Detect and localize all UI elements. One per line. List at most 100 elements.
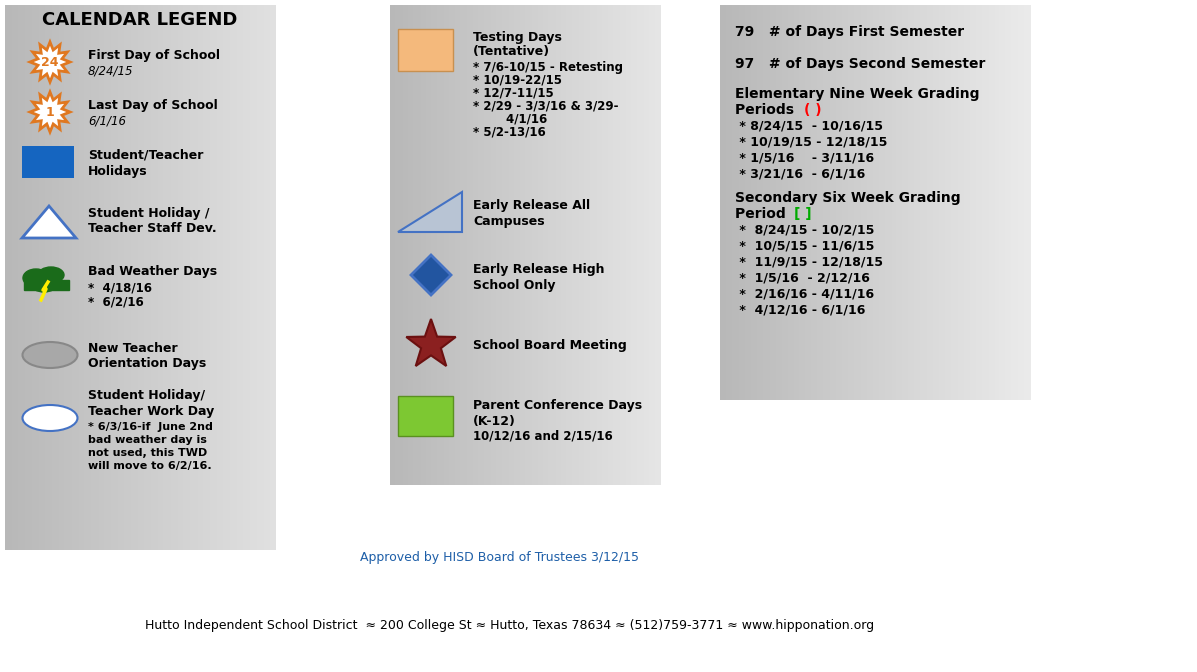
Bar	[59, 5, 62, 550]
Bar	[622, 5, 625, 485]
Bar	[813, 5, 816, 400]
Bar	[44, 5, 48, 550]
Bar	[821, 5, 825, 400]
Bar	[187, 5, 189, 550]
Bar	[724, 5, 728, 400]
Bar	[1014, 5, 1016, 400]
Bar	[594, 5, 596, 485]
Text: * 6/3/16-if  June 2nd: * 6/3/16-if June 2nd	[89, 422, 213, 432]
Bar	[841, 5, 845, 400]
Text: School Only: School Only	[473, 280, 555, 292]
Bar	[892, 5, 894, 400]
Bar	[487, 5, 490, 485]
Text: CALENDAR LEGEND: CALENDAR LEGEND	[42, 11, 238, 29]
Bar	[909, 5, 911, 400]
Text: Orientation Days: Orientation Days	[89, 358, 206, 370]
Bar	[869, 5, 871, 400]
Bar	[458, 5, 461, 485]
Bar	[613, 5, 616, 485]
Bar	[490, 5, 492, 485]
Text: *  4/18/16: * 4/18/16	[89, 282, 152, 294]
Bar	[73, 5, 77, 550]
Bar	[776, 5, 779, 400]
Bar	[824, 5, 826, 400]
Bar	[430, 5, 432, 485]
Bar	[200, 5, 202, 550]
Bar	[778, 5, 780, 400]
Bar	[958, 5, 961, 400]
Bar	[460, 5, 463, 485]
Bar	[399, 5, 402, 485]
Text: Hutto Independent School District  ≈ 200 College St ≈ Hutto, Texas 78634 ≈ (512): Hutto Independent School District ≈ 200 …	[146, 618, 875, 632]
Bar	[658, 5, 661, 485]
Bar	[786, 5, 789, 400]
Bar	[863, 5, 865, 400]
Bar	[642, 5, 645, 485]
Bar	[419, 5, 421, 485]
Bar	[130, 5, 134, 550]
Bar	[498, 5, 500, 485]
Bar	[932, 5, 936, 400]
Text: Early Release High: Early Release High	[473, 263, 604, 276]
Bar	[243, 5, 245, 550]
Bar	[215, 5, 218, 550]
Bar	[873, 5, 876, 400]
Bar	[584, 5, 588, 485]
Bar	[565, 5, 567, 485]
Bar	[111, 5, 114, 550]
Bar	[144, 5, 146, 550]
Bar	[652, 5, 656, 485]
Bar	[62, 5, 66, 550]
Bar	[427, 5, 431, 485]
Bar	[175, 5, 177, 550]
Bar	[54, 5, 56, 550]
Bar	[1015, 5, 1019, 400]
Bar	[241, 5, 244, 550]
Bar	[733, 5, 735, 400]
Bar	[205, 5, 207, 550]
Bar	[19, 5, 23, 550]
Polygon shape	[22, 206, 75, 238]
Bar	[894, 5, 897, 400]
Bar	[570, 5, 573, 485]
Bar	[68, 5, 71, 550]
Bar	[69, 5, 73, 550]
Bar	[449, 5, 452, 485]
Bar	[189, 5, 192, 550]
Text: School Board Meeting: School Board Meeting	[473, 339, 627, 351]
Bar	[229, 5, 231, 550]
Text: Teacher Staff Dev.: Teacher Staff Dev.	[89, 222, 217, 235]
Bar	[16, 5, 19, 550]
Bar	[25, 5, 28, 550]
Text: * 12/7-11/15: * 12/7-11/15	[473, 87, 554, 99]
Text: ( ): ( )	[804, 103, 821, 117]
Bar	[193, 5, 195, 550]
Bar	[154, 5, 157, 550]
Bar	[158, 5, 160, 550]
Bar	[123, 5, 127, 550]
Bar	[22, 5, 24, 550]
Bar	[849, 5, 851, 400]
Text: *  6/2/16: * 6/2/16	[89, 296, 144, 308]
Bar	[992, 5, 996, 400]
Text: will move to 6/2/16.: will move to 6/2/16.	[89, 461, 212, 471]
Text: Testing Days: Testing Days	[473, 30, 561, 44]
Bar	[1011, 5, 1015, 400]
Bar	[827, 5, 831, 400]
Bar	[985, 5, 988, 400]
Bar	[792, 5, 795, 400]
Bar	[1017, 5, 1021, 400]
Bar	[877, 5, 880, 400]
Bar	[721, 5, 723, 400]
Bar	[883, 5, 886, 400]
Bar	[273, 5, 277, 550]
Text: not used, this TWD: not used, this TWD	[89, 448, 207, 458]
Bar	[397, 29, 452, 71]
Bar	[540, 5, 542, 485]
Bar	[755, 5, 758, 400]
Text: * 8/24/15  - 10/16/15: * 8/24/15 - 10/16/15	[735, 120, 883, 132]
Bar	[935, 5, 938, 400]
Bar	[5, 5, 8, 550]
Bar	[904, 5, 907, 400]
Bar	[537, 5, 540, 485]
